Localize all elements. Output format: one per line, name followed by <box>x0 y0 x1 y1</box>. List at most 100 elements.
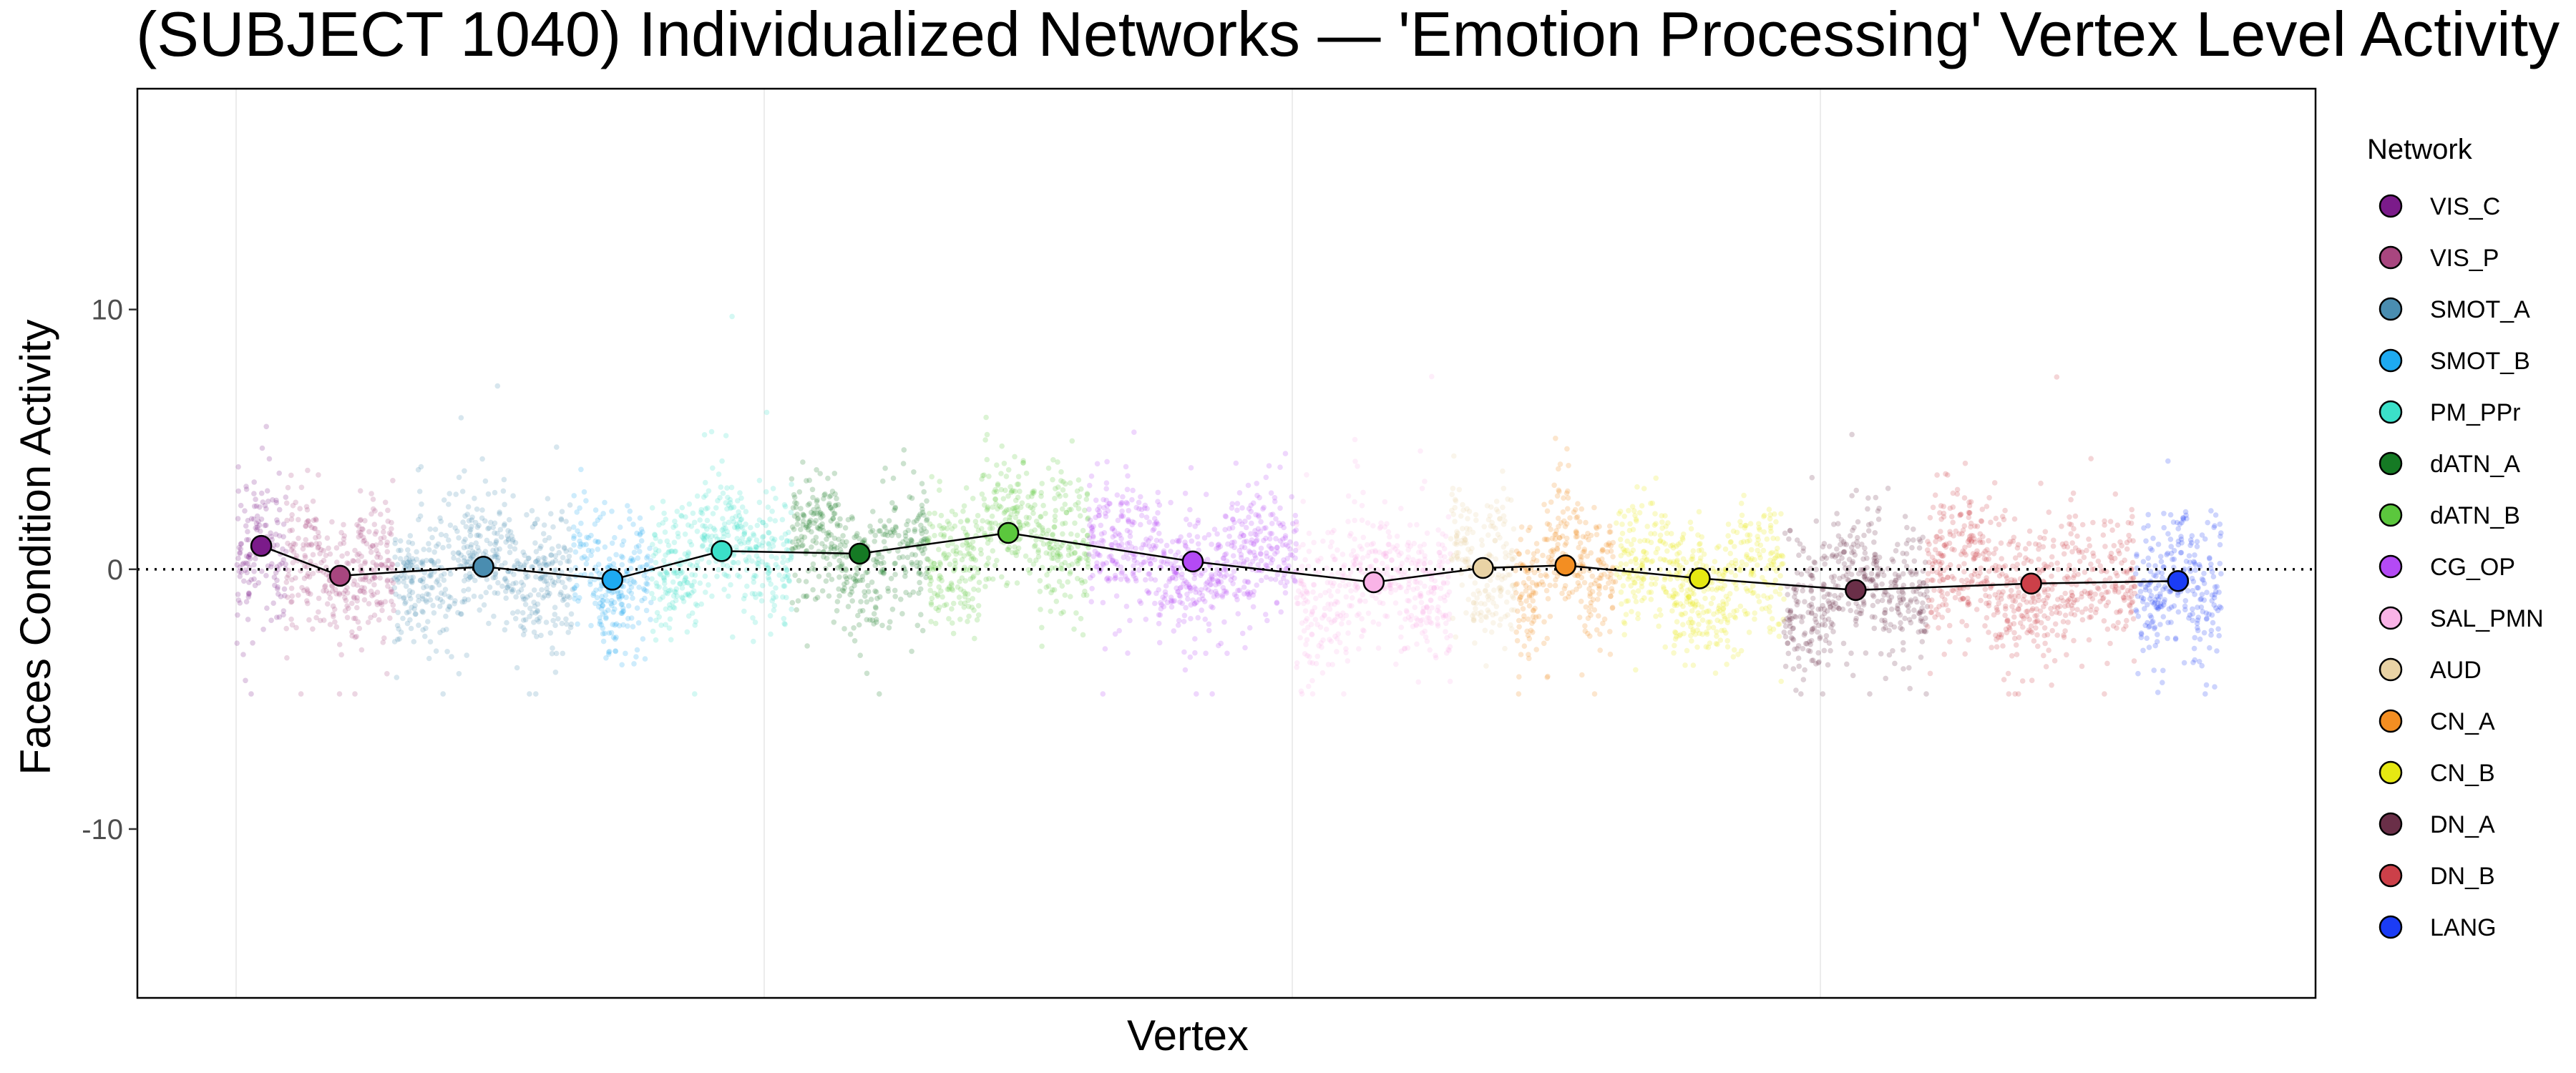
vertex-point <box>1192 650 1198 656</box>
vertex-point <box>1194 691 1199 697</box>
vertex-point <box>364 541 370 547</box>
vertex-point <box>1310 582 1317 588</box>
vertex-point <box>619 592 625 599</box>
vertex-point <box>1090 534 1096 540</box>
vertex-point <box>610 622 615 627</box>
vertex-point <box>705 505 711 511</box>
vertex-point <box>681 580 687 586</box>
vertex-point <box>752 591 758 597</box>
vertex-point <box>1436 549 1442 556</box>
vertex-point <box>1488 629 1495 635</box>
vertex-point <box>1352 561 1357 567</box>
vertex-point <box>550 578 555 584</box>
vertex-point <box>1395 549 1401 554</box>
vertex-point <box>605 650 612 655</box>
vertex-point <box>492 542 498 547</box>
vertex-point <box>356 523 362 529</box>
vertex-point <box>724 563 731 569</box>
vertex-point <box>980 518 985 524</box>
vertex-point <box>966 613 972 619</box>
vertex-point <box>766 574 771 581</box>
vertex-point <box>382 562 389 567</box>
vertex-point <box>611 599 618 605</box>
vertex-point <box>268 534 275 539</box>
vertex-point <box>544 562 550 568</box>
vertex-point <box>283 625 290 632</box>
vertex-point <box>663 552 668 558</box>
vertex-point <box>667 605 673 611</box>
vertex-point <box>1251 589 1257 594</box>
vertex-point <box>1823 633 1830 639</box>
vertex-point <box>492 590 498 596</box>
vertex-point <box>1788 635 1795 641</box>
vertex-point <box>668 548 674 554</box>
vertex-point <box>1658 612 1664 618</box>
vertex-point <box>1674 619 1680 624</box>
vertex-point <box>520 624 526 631</box>
vertex-point <box>308 541 314 547</box>
vertex-point <box>318 547 324 553</box>
vertex-point <box>1229 501 1235 507</box>
vertex-point <box>1778 511 1784 517</box>
vertex-point <box>389 589 395 595</box>
vertex-point <box>713 505 719 511</box>
vertex-point <box>1313 660 1319 667</box>
vertex-point <box>243 486 250 492</box>
vertex-point <box>504 533 511 539</box>
vertex-point <box>636 584 642 590</box>
vertex-point <box>845 604 852 609</box>
vertex-point <box>773 495 779 501</box>
vertex-point <box>1741 539 1747 544</box>
vertex-point <box>264 488 270 494</box>
vertex-point <box>462 599 467 604</box>
vertex-point <box>310 552 316 558</box>
vertex-point <box>1292 555 1298 561</box>
vertex-point <box>1418 599 1425 606</box>
vertex-point <box>310 498 316 504</box>
vertex-point <box>535 601 541 607</box>
vertex-point <box>1290 574 1296 580</box>
vertex-point <box>565 629 571 635</box>
vertex-point <box>986 576 992 582</box>
vertex-point <box>1261 537 1267 544</box>
vertex-point <box>305 600 311 607</box>
vertex-point <box>544 586 550 592</box>
vertex-point <box>548 511 554 516</box>
vertex-point <box>464 544 470 550</box>
vertex-point <box>1634 484 1640 490</box>
vertex-point <box>474 544 481 551</box>
vertex-point <box>616 622 623 629</box>
vertex-point <box>278 594 284 599</box>
vertex-point <box>600 602 606 609</box>
vertex-point <box>574 582 580 589</box>
vertex-point <box>1216 642 1221 649</box>
vertex-point <box>981 496 987 502</box>
vertex-point <box>1402 569 1408 575</box>
vertex-point <box>712 527 718 533</box>
vertex-point <box>1652 511 1658 516</box>
vertex-point <box>536 560 542 567</box>
vertex-point <box>1234 507 1240 514</box>
vertex-point <box>841 626 847 632</box>
vertex-point <box>1743 562 1750 568</box>
vertex-point <box>434 595 441 601</box>
vertex-point <box>1530 629 1536 635</box>
vertex-point <box>1785 592 1790 597</box>
vertex-point <box>1030 561 1037 567</box>
vertex-point <box>543 619 550 625</box>
vertex-point <box>671 570 677 576</box>
vertex-point <box>583 542 589 547</box>
vertex-point <box>1258 545 1264 552</box>
vertex-point <box>1345 630 1351 636</box>
vertex-point <box>650 542 655 547</box>
vertex-point <box>375 551 381 557</box>
vertex-point <box>435 577 441 583</box>
vertex-point <box>768 581 774 587</box>
vertex-point <box>677 581 683 587</box>
vertex-point <box>1037 589 1043 594</box>
vertex-point <box>1633 599 1639 604</box>
vertex-point <box>864 670 870 677</box>
vertex-point <box>1739 512 1745 519</box>
vertex-point <box>630 624 636 629</box>
vertex-point <box>638 526 645 532</box>
